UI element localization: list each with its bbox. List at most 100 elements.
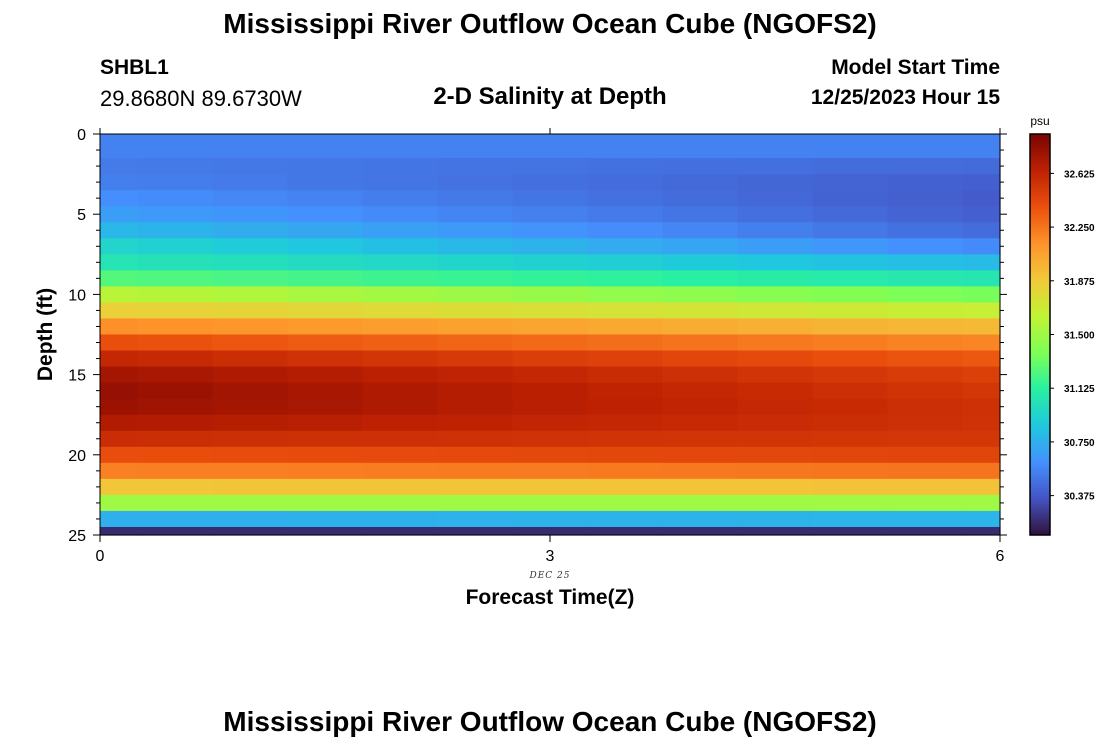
heatmap-cell [662, 366, 739, 384]
heatmap-cell [362, 398, 439, 416]
model-start-value: 12/25/2023 Hour 15 [810, 86, 1000, 109]
heatmap-cell [962, 222, 1001, 239]
heatmap-cell [437, 302, 514, 320]
heatmap-cell [100, 478, 139, 496]
heatmap-cell [662, 222, 739, 239]
heatmap-cell [737, 366, 814, 384]
heatmap-cell [362, 174, 439, 191]
heatmap-cell [512, 414, 589, 432]
heatmap-cell [212, 430, 289, 448]
heatmap-cell [887, 510, 964, 528]
heatmap-cell [662, 238, 739, 255]
heatmap-cell [737, 478, 814, 496]
heatmap-cell [587, 382, 664, 400]
heatmap-cell [100, 382, 139, 400]
heatmap-cell [212, 270, 289, 287]
heatmap-cell [887, 446, 964, 464]
colorbar-tick-label: 31.125 [1064, 384, 1095, 395]
heatmap-cell [287, 238, 364, 255]
heatmap-cell [137, 446, 214, 464]
heatmap-cell [587, 286, 664, 304]
heatmap-cell [887, 270, 964, 287]
heatmap-cell [512, 446, 589, 464]
heatmap-cell [962, 190, 1001, 207]
heatmap-cell [137, 478, 214, 496]
heatmap-cell [362, 286, 439, 304]
heatmap-cell [737, 382, 814, 400]
heatmap-cell [362, 414, 439, 432]
heatmap-cell [812, 318, 889, 336]
heatmap-cell [287, 318, 364, 336]
heatmap-cell [437, 446, 514, 464]
heatmap-cell [812, 286, 889, 304]
heatmap-cell [512, 478, 589, 496]
heatmap-cell [812, 366, 889, 384]
heatmap-cell [100, 302, 139, 320]
model-start-label: Model Start Time [831, 56, 1000, 79]
heatmap-cell [287, 174, 364, 191]
heatmap-cell [137, 174, 214, 191]
heatmap-cell [887, 206, 964, 223]
heatmap-cell [437, 134, 514, 159]
heatmap-cell [212, 174, 289, 191]
y-tick-label: 20 [68, 448, 86, 465]
y-tick-label: 25 [68, 528, 86, 545]
heatmap-cell [962, 302, 1001, 320]
heatmap-cell [100, 286, 139, 304]
heatmap-cell [812, 158, 889, 175]
colorbar-ticks: 30.375 30.750 31.125 31.500 31.875 32.250 32.6… [1050, 169, 1095, 503]
heatmap-cell [362, 158, 439, 175]
heatmap-cell [287, 478, 364, 496]
heatmap-cell [812, 526, 889, 536]
heatmap-cell [662, 414, 739, 432]
heatmap-cell [362, 318, 439, 336]
heatmap-cell [287, 398, 364, 416]
heatmap-cell [812, 382, 889, 400]
heatmap-cell [962, 510, 1001, 528]
heatmap-cell [587, 334, 664, 352]
heatmap-cell [212, 238, 289, 255]
x-tick-label: 3 [546, 548, 555, 565]
heatmap-cell [100, 446, 139, 464]
heatmap-cell [362, 190, 439, 207]
heatmap-cell [212, 350, 289, 368]
heatmap-cell [512, 398, 589, 416]
heatmap-cell [137, 254, 214, 271]
colorbar-tick-label: 32.625 [1064, 169, 1095, 180]
heatmap-cells [100, 134, 1001, 536]
heatmap-cell [137, 222, 214, 239]
heatmap-cell [887, 414, 964, 432]
heatmap-cell [962, 414, 1001, 432]
heatmap-cell [100, 134, 139, 159]
heatmap-cell [137, 318, 214, 336]
heatmap-cell [662, 134, 739, 159]
station-id: SHBL1 [100, 56, 169, 79]
heatmap-cell [437, 334, 514, 352]
heatmap-cell [887, 334, 964, 352]
heatmap-cell [437, 430, 514, 448]
heatmap-cell [137, 302, 214, 320]
heatmap-cell [737, 190, 814, 207]
heatmap-cell [362, 134, 439, 159]
heatmap-cell [100, 190, 139, 207]
heatmap-cell [737, 446, 814, 464]
y-axis-title: Depth (ft) [34, 288, 57, 381]
heatmap-cell [437, 510, 514, 528]
heatmap-cell [587, 174, 664, 191]
heatmap-cell [812, 510, 889, 528]
heatmap-cell [512, 158, 589, 175]
heatmap-cell [212, 334, 289, 352]
heatmap-cell [962, 134, 1001, 159]
heatmap-cell [137, 134, 214, 159]
heatmap-cell [137, 382, 214, 400]
heatmap-cell [512, 494, 589, 512]
heatmap-cell [887, 222, 964, 239]
x-tick-label: 0 [96, 548, 105, 565]
heatmap-cell [587, 190, 664, 207]
heatmap-cell [137, 238, 214, 255]
heatmap-cell [437, 174, 514, 191]
heatmap-cell [587, 398, 664, 416]
heatmap-cell [512, 190, 589, 207]
heatmap-cell [100, 526, 139, 536]
heatmap-cell [437, 222, 514, 239]
